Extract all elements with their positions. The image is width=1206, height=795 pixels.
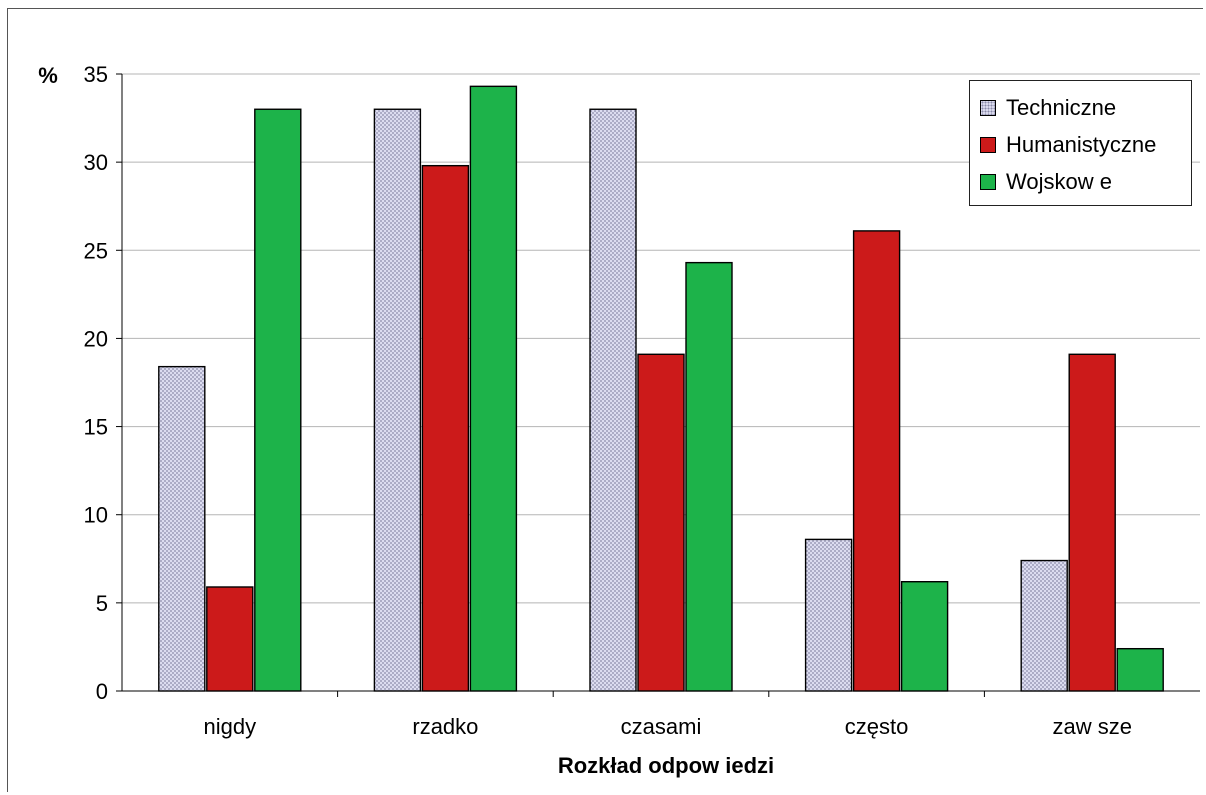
y-tick-label: 10 [84,503,108,528]
legend-swatch [980,173,996,190]
legend-label: Wojskow e [1006,168,1112,194]
y-tick-label: 15 [84,415,108,440]
bar-techniczne-2 [589,108,637,692]
legend-label: Humanistyczne [1006,131,1157,157]
x-tick-label: zaw sze [1052,714,1131,739]
bar-techniczne-3 [804,538,853,692]
bar-wojskowe-2 [685,261,733,692]
legend: Techniczne Humanistyczne Wojskow e [969,80,1192,206]
legend-item: Techniczne [980,89,1191,126]
bar-wojskowe-3 [900,581,949,692]
x-axis-label: Rozkład odpow iedzi [558,753,774,778]
bar-humanistyczne-1 [421,164,470,692]
legend-item: Wojskow e [980,163,1191,200]
x-tick-label: rzadko [412,714,478,739]
y-tick-label: 30 [84,150,108,175]
y-tick-label: 35 [84,62,108,87]
bars [158,85,1164,692]
y-tick-label: 20 [84,326,108,351]
x-tick-label: często [845,714,909,739]
bar-humanistyczne-3 [852,230,901,692]
legend-swatch [980,136,996,153]
legend-swatch [980,99,996,116]
bar-humanistyczne-2 [637,353,685,692]
y-tick-label: 0 [96,679,108,704]
x-tick-labels: nigdy rzadko czasami często zaw sze [204,714,1132,739]
bar-humanistyczne-4 [1068,353,1116,692]
bar-wojskowe-4 [1116,647,1164,692]
axes [116,73,1200,697]
x-tick-label: czasami [621,714,702,739]
x-tick-label: nigdy [204,714,257,739]
legend-item: Humanistyczne [980,126,1191,163]
chart-frame [7,8,1203,792]
bar-wojskowe-0 [254,108,302,692]
y-tick-labels: 0 5 10 15 20 25 30 35 [84,62,108,704]
bar-humanistyczne-0 [206,586,254,692]
bar-wojskowe-1 [469,85,518,692]
bar-techniczne-1 [373,108,422,692]
legend-label: Techniczne [1006,94,1117,120]
y-tick-label: 25 [84,238,108,263]
y-axis-label: % [38,63,58,88]
bar-techniczne-4 [1020,559,1068,692]
y-tick-label: 5 [96,591,108,616]
bar-techniczne-0 [158,365,206,692]
